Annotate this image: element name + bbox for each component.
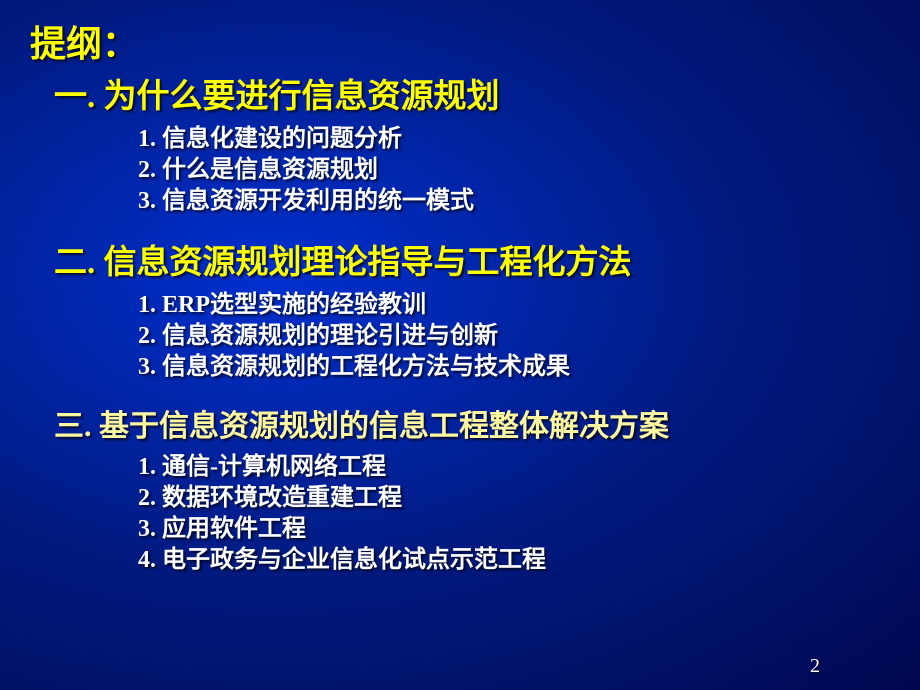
section-1-heading: 一. 为什么要进行信息资源规划 <box>54 75 890 120</box>
section-2-heading: 二. 信息资源规划理论指导与工程化方法 <box>54 241 890 286</box>
section-3-item-4: 4. 电子政务与企业信息化试点示范工程 <box>138 545 890 576</box>
section-1-item-3: 3. 信息资源开发利用的统一模式 <box>138 186 890 217</box>
outline-title: 提纲： <box>30 15 890 67</box>
section-3-item-3: 3. 应用软件工程 <box>138 514 890 545</box>
section-3-heading: 三. 基于信息资源规划的信息工程整体解决方案 <box>54 407 890 448</box>
section-2-item-2: 2. 信息资源规划的理论引进与创新 <box>138 321 890 352</box>
section-3-item-1: 1. 通信-计算机网络工程 <box>138 452 890 483</box>
section-2-item-1: 1. ERP选型实施的经验教训 <box>138 290 890 321</box>
section-3-item-2: 2. 数据环境改造重建工程 <box>138 483 890 514</box>
section-1-item-1: 1. 信息化建设的问题分析 <box>138 124 890 155</box>
section-1: 一. 为什么要进行信息资源规划 1. 信息化建设的问题分析 2. 什么是信息资源… <box>30 75 890 217</box>
section-2-item-3: 3. 信息资源规划的工程化方法与技术成果 <box>138 352 890 383</box>
section-1-item-2: 2. 什么是信息资源规划 <box>138 155 890 186</box>
section-2: 二. 信息资源规划理论指导与工程化方法 1. ERP选型实施的经验教训 2. 信… <box>30 241 890 383</box>
slide-content: 提纲： 一. 为什么要进行信息资源规划 1. 信息化建设的问题分析 2. 什么是… <box>0 0 920 620</box>
page-number: 2 <box>810 655 820 678</box>
section-3: 三. 基于信息资源规划的信息工程整体解决方案 1. 通信-计算机网络工程 2. … <box>30 407 890 576</box>
